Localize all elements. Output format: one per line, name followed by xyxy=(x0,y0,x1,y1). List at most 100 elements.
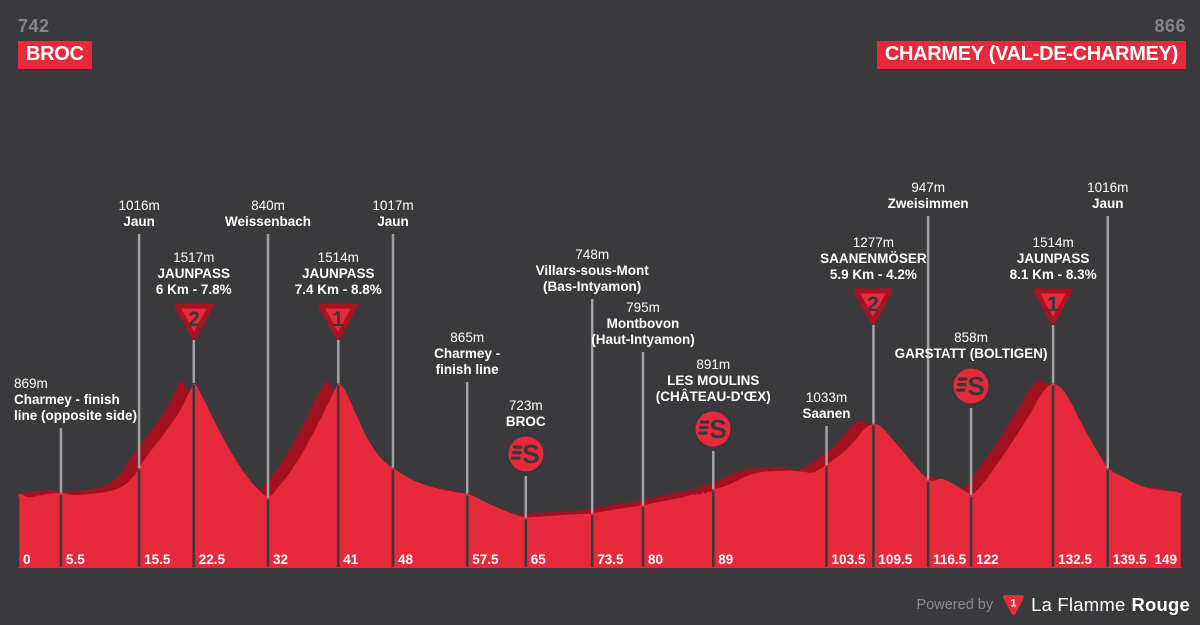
marker-elevation: 748m xyxy=(575,247,610,262)
marker-elevation: 858m xyxy=(954,330,988,345)
axis-km-label: 109.5 xyxy=(878,552,912,567)
marker-elevation: 891m xyxy=(696,357,731,372)
axis-km-label: 41 xyxy=(343,552,359,567)
marker-name: finish line xyxy=(435,362,499,377)
marker-elevation: 840m xyxy=(251,198,285,213)
marker-name: 5.9 Km - 4.2% xyxy=(829,267,917,282)
brand-name-bold: Rouge xyxy=(1131,594,1190,615)
start-elevation: 742 xyxy=(18,16,50,36)
marker-name: Charmey - finish xyxy=(14,392,120,407)
marker-label-town-5.5: 869m Charmey - finish line (opposite side) xyxy=(14,376,137,424)
marker-elevation: 865m xyxy=(450,330,485,345)
finish-header: 866 CHARMEY (VAL-DE-CHARMEY) xyxy=(876,16,1186,69)
marker-elevation: 1017m xyxy=(372,198,414,213)
marker-elevation: 1514m xyxy=(1032,235,1074,250)
climb-category-2-icon: 2 xyxy=(172,300,216,347)
marker-name: JAUNPASS xyxy=(157,266,231,281)
finish-elevation: 866 xyxy=(1154,16,1186,36)
marker-name: Charmey - xyxy=(434,346,501,361)
marker-name: GARSTATT (BOLTIGEN) xyxy=(894,346,1048,361)
axis-km-label: 65 xyxy=(531,552,547,567)
marker-name: Zweisimmen xyxy=(887,196,969,211)
brand-triangle-icon: 1 xyxy=(1003,595,1025,615)
finish-city-label: CHARMEY (VAL-DE-CHARMEY) xyxy=(876,41,1186,69)
marker-label-sprint-89: 891m LES MOULINS (CHÂTEAU-D'ŒX) xyxy=(656,357,771,405)
marker-name: Jaun xyxy=(1092,196,1124,211)
marker-name: Villars-sous-Mont xyxy=(535,263,649,278)
powered-by-footer: Powered by 1 La Flamme Rouge xyxy=(917,593,1190,617)
marker-name: 7.4 Km - 8.8% xyxy=(294,282,382,297)
axis-km-label: 132.5 xyxy=(1058,552,1092,567)
marker-name: BROC xyxy=(505,414,546,429)
svg-text:1: 1 xyxy=(332,308,344,331)
svg-text:1: 1 xyxy=(1047,293,1059,316)
marker-name: Jaun xyxy=(377,214,409,229)
marker-label-climb-132.5: 1514m JAUNPASS 8.1 Km - 8.3% xyxy=(1010,235,1097,283)
axis-km-label: 116.5 xyxy=(933,552,967,567)
axis-km-label: 48 xyxy=(398,552,414,567)
marker-label-town-48: 1017m Jaun xyxy=(372,198,413,230)
marker-elevation: 1514m xyxy=(317,250,359,265)
marker-elevation: 1016m xyxy=(118,198,160,213)
marker-elevation: 869m xyxy=(14,376,48,391)
profile-area xyxy=(18,383,1182,568)
marker-name: 8.1 Km - 8.3% xyxy=(1009,267,1097,282)
marker-label-sprint-65: 723m BROC xyxy=(506,398,546,430)
axis-km-label: 122 xyxy=(976,552,999,567)
marker-name: JAUNPASS xyxy=(1016,251,1090,266)
axis-km-label: 0 xyxy=(23,552,31,567)
marker-label-town-139.5: 1016m Jaun xyxy=(1087,180,1128,212)
brand-name-regular: La Flamme xyxy=(1031,594,1126,615)
axis-km-label: 103.5 xyxy=(832,552,866,567)
marker-elevation: 723m xyxy=(508,398,543,413)
marker-label-sprint-122: 858m GARSTATT (BOLTIGEN) xyxy=(895,330,1048,362)
marker-name: JAUNPASS xyxy=(302,266,375,281)
brand-logo-lockup: 1 La Flamme Rouge xyxy=(1002,593,1190,617)
marker-elevation: 947m xyxy=(911,180,945,195)
marker-label-climb-109.5: 1277m SAANENMÖSER 5.9 Km - 4.2% xyxy=(820,235,927,283)
svg-text:S: S xyxy=(710,414,727,444)
axis-km-label: 139.5 xyxy=(1113,552,1147,567)
svg-text:S: S xyxy=(522,439,539,469)
marker-elevation: 1277m xyxy=(852,235,895,250)
start-header: 742 BROC xyxy=(18,17,92,69)
svg-text:1: 1 xyxy=(1010,598,1016,610)
axis-km-label: 73.5 xyxy=(597,552,624,567)
marker-label-town-32: 840m Weissenbach xyxy=(225,198,311,230)
marker-label-town-80: 795m Montbovon (Haut-Intyamon) xyxy=(591,300,695,348)
axis-km-label: 57.5 xyxy=(472,552,499,567)
marker-label-town-15.5: 1016m Jaun xyxy=(118,198,159,230)
marker-name: 6 Km - 7.8% xyxy=(155,282,232,297)
marker-label-climb-41: 1514m JAUNPASS 7.4 Km - 8.8% xyxy=(295,250,382,298)
marker-label-town-116.5: 947m Zweisimmen xyxy=(888,180,969,212)
sprint-icon: S xyxy=(504,432,548,481)
sprint-icon: S xyxy=(691,407,735,456)
svg-text:2: 2 xyxy=(188,308,200,331)
axis-km-label: 32 xyxy=(273,552,288,567)
marker-label-town-57.5: 865m Charmey - finish line xyxy=(434,330,500,378)
marker-name: Weissenbach xyxy=(224,214,312,229)
marker-label-town-73.5: 748m Villars-sous-Mont (Bas-Intyamon) xyxy=(536,247,649,295)
sprint-icon: S xyxy=(949,364,993,413)
marker-name: LES MOULINS xyxy=(667,373,760,388)
marker-name: Saanen xyxy=(802,406,851,421)
axis-km-label: 80 xyxy=(648,552,663,567)
marker-name: (Haut-Intyamon) xyxy=(591,332,695,347)
marker-name: line (opposite side) xyxy=(14,408,138,423)
axis-km-label: 22.5 xyxy=(199,552,226,567)
marker-name: SAANENMÖSER xyxy=(820,251,927,266)
powered-by-text: Powered by xyxy=(916,597,994,613)
marker-name: (Bas-Intyamon) xyxy=(543,279,642,294)
marker-name: (CHÂTEAU-D'ŒX) xyxy=(655,389,771,404)
marker-elevation: 795m xyxy=(626,300,660,315)
marker-elevation: 1033m xyxy=(805,390,848,405)
start-city-label: BROC xyxy=(18,41,92,69)
marker-name: Jaun xyxy=(123,214,155,229)
marker-label-town-103.5: 1033m Saanen xyxy=(803,390,851,422)
axis-km-label: 149 xyxy=(1154,552,1177,567)
svg-text:S: S xyxy=(967,371,984,401)
axis-km-label: 5.5 xyxy=(66,552,85,567)
climb-category-2-icon: 2 xyxy=(851,285,895,332)
